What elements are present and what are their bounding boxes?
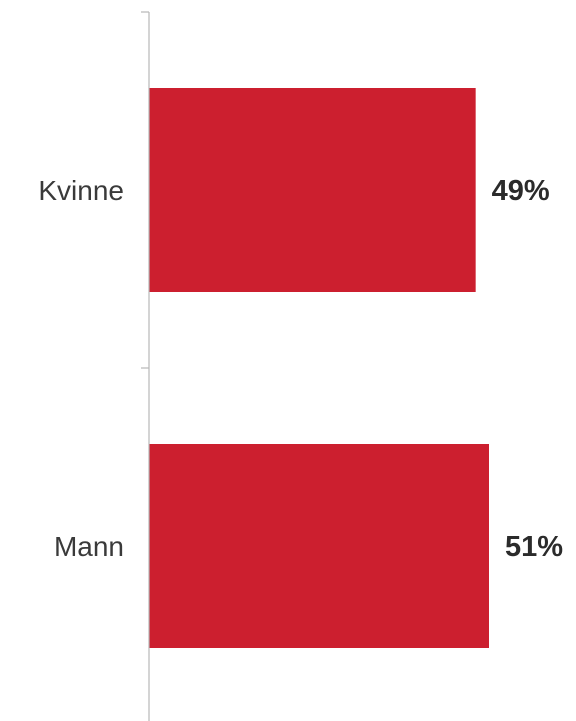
category-label-kvinne: Kvinne: [38, 175, 124, 206]
data-label-kvinne: 49%: [492, 175, 550, 207]
category-axis: [141, 11, 150, 721]
bar-mann: [149, 444, 489, 648]
bar-kvinne: [149, 88, 476, 292]
bars-group: [149, 88, 489, 648]
labels-group: Kvinne 49% Mann 51%: [38, 175, 563, 563]
category-label-mann: Mann: [54, 531, 124, 562]
data-label-mann: 51%: [505, 531, 563, 563]
